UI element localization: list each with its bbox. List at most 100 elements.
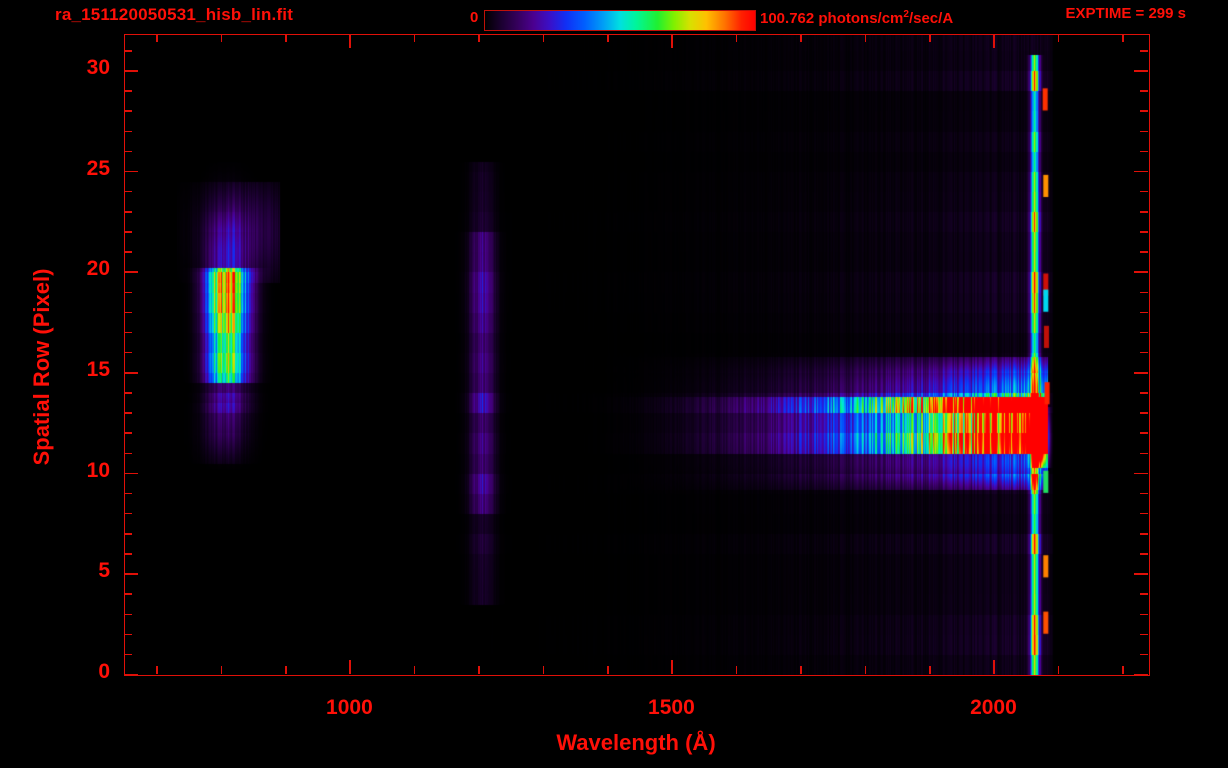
y-tick-right	[1140, 211, 1148, 213]
y-tick-right	[1140, 452, 1148, 455]
y-tick-right	[1140, 190, 1148, 193]
y-tick-right	[1134, 573, 1148, 575]
x-tick-top	[1057, 34, 1060, 42]
y-tick	[124, 432, 132, 434]
x-tick	[478, 666, 480, 674]
x-tick-label: 1000	[326, 696, 373, 719]
x-tick	[285, 666, 287, 674]
y-tick-right	[1140, 90, 1148, 92]
y-tick-right	[1140, 311, 1148, 314]
x-tick	[929, 666, 931, 674]
x-tick-top	[285, 34, 287, 42]
spectrogram-image	[125, 35, 1149, 675]
y-tick-right	[1140, 50, 1148, 52]
y-tick-right	[1140, 613, 1148, 616]
x-tick	[800, 666, 802, 674]
x-tick-top	[156, 34, 158, 42]
y-tick	[124, 311, 132, 314]
x-tick-label: 2000	[970, 696, 1017, 719]
y-tick-right	[1140, 553, 1148, 555]
y-tick-label-text: 10	[86, 458, 110, 482]
y-tick-right	[1134, 271, 1148, 273]
y-tick	[124, 613, 132, 616]
y-tick-right	[1140, 251, 1148, 253]
y-tick	[124, 412, 132, 414]
colorbar-unit-suffix: /sec/A	[908, 10, 954, 27]
y-tick-right	[1134, 372, 1148, 374]
y-tick	[124, 251, 132, 253]
y-tick-label-text: 20	[86, 257, 110, 281]
y-tick	[124, 674, 138, 676]
y-tick	[124, 291, 132, 294]
y-tick	[124, 110, 132, 112]
y-tick-right	[1140, 633, 1148, 636]
x-tick-top	[478, 34, 480, 42]
y-tick	[124, 533, 132, 535]
y-tick-label-text: 0	[98, 660, 110, 683]
x-tick-top	[864, 34, 867, 42]
y-tick-right	[1140, 331, 1148, 334]
x-tick-top	[220, 34, 223, 42]
y-tick-label-text: 30	[86, 56, 110, 80]
y-tick-right	[1140, 512, 1148, 515]
x-tick-top	[735, 34, 738, 42]
y-tick	[124, 90, 132, 92]
colorbar-min-label: 0	[470, 9, 479, 26]
y-tick-right	[1140, 392, 1148, 394]
x-tick	[864, 666, 867, 674]
x-tick	[413, 666, 416, 674]
y-tick-right	[1134, 170, 1148, 173]
x-tick-top	[993, 34, 995, 48]
y-tick-right	[1134, 70, 1148, 72]
y-tick-right	[1140, 593, 1148, 595]
x-tick-top	[800, 34, 802, 42]
x-tick	[542, 666, 545, 674]
y-tick-right	[1140, 533, 1148, 535]
y-tick	[124, 331, 132, 334]
x-tick-top	[1122, 34, 1124, 42]
colorbar-unit-exponent: 2	[903, 9, 909, 20]
y-tick	[124, 190, 132, 193]
colorbar-max-label: 100.762 photons/cm2/sec/A	[760, 9, 953, 27]
x-tick-top	[349, 34, 351, 48]
x-tick	[671, 660, 673, 674]
y-tick	[124, 593, 132, 595]
y-tick-right	[1140, 412, 1148, 414]
y-tick	[124, 633, 132, 636]
y-tick	[124, 70, 138, 72]
y-tick	[124, 392, 132, 394]
y-tick	[124, 553, 132, 555]
y-tick	[124, 130, 132, 133]
x-tick	[220, 666, 223, 674]
x-tick-top	[607, 34, 609, 42]
x-tick	[1057, 666, 1060, 674]
y-tick	[124, 372, 138, 374]
x-tick	[1122, 666, 1124, 674]
y-tick-right	[1134, 472, 1148, 475]
y-tick	[124, 271, 138, 273]
y-tick-label-text: 15	[86, 358, 110, 382]
y-tick	[124, 211, 132, 213]
x-tick-top	[929, 34, 931, 42]
y-tick-right	[1140, 231, 1148, 233]
y-tick	[124, 653, 132, 656]
x-axis-title: Wavelength (Å)	[556, 730, 716, 755]
y-tick-right	[1140, 492, 1148, 495]
exptime-label: EXPTIME = 299 s	[1065, 5, 1186, 22]
y-tick	[124, 492, 132, 495]
y-tick	[124, 512, 132, 515]
file-title: ra_151120050531_hisb_lin.fit	[55, 5, 294, 24]
y-tick-right	[1140, 150, 1148, 153]
y-tick-right	[1140, 130, 1148, 133]
y-tick-label-text: 5	[98, 559, 110, 583]
x-tick	[735, 666, 738, 674]
y-tick-right	[1140, 291, 1148, 294]
y-tick	[124, 170, 138, 173]
x-tick	[607, 666, 609, 674]
y-axis-title: Spatial Row (Pixel)	[29, 268, 54, 466]
y-tick	[124, 573, 138, 575]
colorbar-max-value: 100.762 photons/cm	[760, 10, 904, 27]
y-tick	[124, 452, 132, 455]
y-tick-right	[1140, 653, 1148, 656]
spectrogram-plot	[124, 34, 1150, 676]
